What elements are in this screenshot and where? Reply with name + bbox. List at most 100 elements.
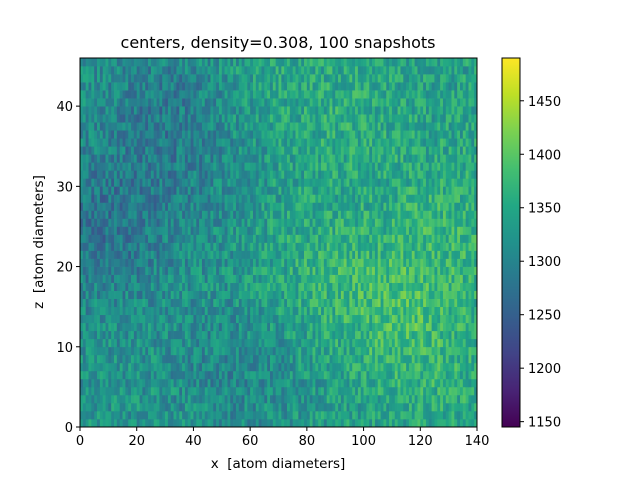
heatmap-cell (111, 242, 115, 251)
heatmap-cell (278, 218, 282, 227)
heatmap-cell (150, 338, 155, 348)
heatmap-cell (258, 138, 262, 147)
heatmap-cell (408, 226, 413, 235)
heatmap-cell (281, 394, 285, 404)
heatmap-cell (363, 154, 367, 163)
heatmap-cell (162, 282, 166, 291)
heatmap-cell (82, 418, 87, 428)
heatmap-cell (241, 138, 245, 147)
heatmap-cell (346, 138, 350, 147)
heatmap-cell (131, 258, 135, 267)
heatmap-cell (434, 146, 438, 155)
heatmap-cell (131, 338, 135, 348)
heatmap-cell (210, 418, 214, 428)
heatmap-cell (173, 242, 177, 251)
heatmap-cell (264, 418, 268, 428)
heatmap-cell (201, 394, 206, 404)
heatmap-cell (91, 298, 95, 308)
heatmap-cell (275, 250, 279, 259)
heatmap-cell (267, 338, 271, 348)
heatmap-cell (389, 282, 393, 291)
heatmap-cell (457, 362, 461, 372)
heatmap-cell (207, 250, 211, 259)
heatmap-cell (264, 202, 268, 211)
heatmap-cell (423, 354, 427, 364)
heatmap-cell (292, 362, 296, 372)
heatmap-cell (363, 306, 367, 316)
heatmap-cell (321, 194, 325, 203)
heatmap-cell (125, 370, 129, 380)
heatmap-cell (284, 298, 288, 308)
heatmap-cell (437, 362, 441, 372)
heatmap-cell (408, 370, 413, 380)
heatmap-cell (372, 306, 376, 316)
heatmap-cell (411, 178, 415, 187)
heatmap-cell (241, 362, 245, 372)
heatmap-cell (383, 418, 387, 428)
heatmap-cell (269, 154, 274, 163)
heatmap-cell (437, 314, 441, 324)
heatmap-cell (133, 202, 138, 211)
heatmap-cell (133, 306, 138, 316)
heatmap-cell (343, 146, 347, 155)
heatmap-cell (122, 346, 126, 356)
heatmap-cell (88, 386, 92, 396)
heatmap-cell (111, 306, 115, 316)
heatmap-cell (448, 282, 452, 291)
heatmap-cell (391, 354, 396, 364)
heatmap-cell (218, 250, 223, 259)
heatmap-cell (417, 370, 421, 380)
heatmap-cell (448, 266, 452, 275)
heatmap-cell (145, 410, 149, 420)
heatmap-cell (153, 314, 157, 324)
heatmap-cell (221, 290, 225, 299)
heatmap-cell (199, 410, 203, 420)
heatmap-cell (349, 194, 353, 203)
heatmap-cell (150, 402, 155, 412)
heatmap-cell (252, 338, 257, 348)
heatmap-cell (261, 322, 265, 332)
heatmap-cell (148, 314, 152, 324)
heatmap-cell (187, 138, 191, 147)
heatmap-cell (326, 386, 330, 396)
heatmap-cell (451, 218, 455, 227)
heatmap-cell (153, 394, 157, 404)
heatmap-cell (82, 314, 87, 324)
heatmap-cell (122, 386, 126, 396)
heatmap-cell (417, 258, 421, 267)
heatmap-cell (125, 154, 129, 163)
heatmap-cell (80, 170, 84, 179)
heatmap-cell (363, 218, 367, 227)
heatmap-cell (136, 354, 140, 364)
heatmap-cell (338, 186, 342, 195)
heatmap-cell (119, 162, 123, 171)
heatmap-cell (423, 346, 427, 356)
heatmap-cell (275, 202, 279, 211)
heatmap-cell (281, 210, 285, 219)
heatmap-cell (105, 298, 109, 308)
heatmap-cell (190, 178, 194, 187)
heatmap-cell (380, 378, 384, 388)
heatmap-cell (383, 170, 387, 179)
heatmap-cell (284, 258, 288, 267)
heatmap-cell (445, 226, 449, 235)
heatmap-cell (289, 218, 294, 227)
heatmap-cell (275, 210, 279, 219)
heatmap-cell (167, 354, 172, 364)
heatmap-cell (377, 402, 381, 412)
heatmap-cell (258, 378, 262, 388)
heatmap-cell (386, 250, 390, 259)
heatmap-cell (323, 298, 328, 308)
heatmap-cell (417, 218, 421, 227)
heatmap-cell (247, 178, 251, 187)
heatmap-cell (133, 154, 138, 163)
heatmap-cell (108, 290, 112, 299)
heatmap-cell (406, 226, 410, 235)
heatmap-cell (357, 346, 362, 356)
heatmap-cell (377, 298, 381, 308)
heatmap-cell (136, 178, 140, 187)
heatmap-cell (304, 242, 308, 251)
heatmap-cell (162, 210, 166, 219)
heatmap-cell (462, 258, 467, 267)
heatmap-cell (213, 298, 217, 308)
